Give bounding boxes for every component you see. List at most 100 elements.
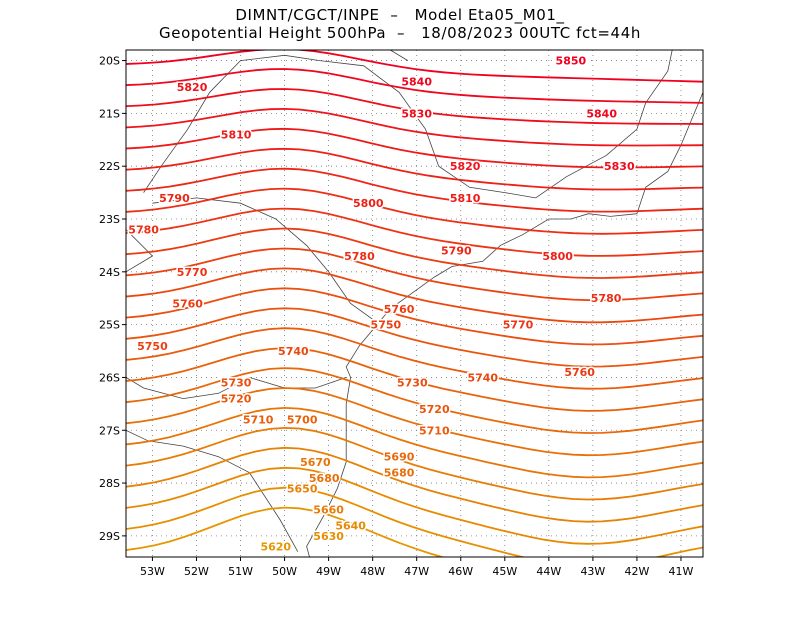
contour-label: 5750 [137,340,168,353]
contour-label: 5620 [260,540,291,553]
contour-label: 5680 [309,472,340,485]
lat-tick-label: 27S [99,424,120,437]
contour-label: 5840 [401,76,432,89]
chart-title-line1: DIMNT/CGCT/INPE – Model Eta05_M01_ [235,6,565,24]
contour-label: 5760 [384,303,415,316]
map-frame [125,49,704,558]
grid-lines [126,50,703,557]
contour-label: 5810 [221,129,252,142]
lat-tick-label: 28S [99,477,120,490]
lon-tick-label: 48W [360,565,385,578]
contour-5670 [126,406,703,479]
contour-5850 [126,50,703,83]
contour-label: 5790 [441,245,472,258]
lon-tick-label: 50W [272,565,297,578]
lon-tick-label: 47W [404,565,429,578]
contour-label: 5660 [313,503,344,516]
lat-tick-label: 26S [99,371,120,384]
contour-5660 [126,426,703,501]
contour-label: 5700 [287,414,318,427]
contour-5830 [126,88,703,125]
lat-tick-label: 20S [99,55,120,68]
contour-label: 5760 [564,366,595,379]
lat-tick-label: 29S [99,530,120,543]
contour-5790 [126,167,703,213]
longitude-axis: 53W 52W 51W 50W 49W 48W 47W 46W 45W 44W 43W 42W 41W [140,557,694,578]
lon-tick-label: 49W [316,565,341,578]
lon-tick-label: 44W [536,565,561,578]
contour-labels: 5850 5840 5840 5830 5830 5820 5820 5810 5810 5800… [127,53,637,555]
contour-5760 [126,227,703,279]
lat-tick-label: 23S [99,213,120,226]
contour-label: 5760 [172,298,203,311]
contour-5770 [126,207,703,257]
contour-5840 [126,68,703,104]
lat-tick-label: 25S [99,319,120,332]
contour-5800 [126,147,703,191]
contour-5690 [126,367,703,434]
contour-label: 5810 [450,192,481,205]
lat-tick-label: 21S [99,107,120,120]
contour-label: 5800 [542,250,573,263]
lon-tick-label: 41W [669,565,694,578]
contour-label: 5710 [243,414,274,427]
contour-label: 5750 [371,319,402,332]
contour-label: 5710 [419,424,450,437]
contour-label: 5730 [221,377,252,390]
contour-label: 5630 [313,530,344,543]
lon-tick-label: 46W [448,565,473,578]
contour-label: 5780 [128,224,159,237]
contour-label: 5830 [401,107,432,120]
contour-label: 5770 [503,319,534,332]
contour-label: 5720 [419,403,450,416]
contour-5740 [126,267,703,324]
lon-tick-label: 42W [624,565,649,578]
lon-tick-label: 43W [580,565,605,578]
contour-label: 5690 [384,451,415,464]
contour-label: 5790 [159,192,190,205]
contour-label: 5820 [450,160,481,173]
contour-label: 5680 [384,467,415,480]
contour-label: 5770 [177,266,208,279]
contour-5720 [126,307,703,368]
contour-lines [126,50,703,557]
contour-5620 [126,506,446,557]
contour-5780 [126,187,703,235]
lon-tick-label: 52W [184,565,209,578]
contour-label: 5780 [591,292,622,305]
contour-label: 5740 [467,371,498,384]
contour-label: 5830 [604,160,635,173]
border-line [126,229,154,273]
lat-tick-label: 24S [99,266,120,279]
lon-tick-label: 53W [140,565,165,578]
lon-tick-label: 51W [228,565,253,578]
contour-5750 [126,247,703,301]
contour-label: 5850 [556,55,587,68]
border-line [645,50,673,104]
contour-5730 [126,287,703,346]
border-line [535,102,647,199]
contour-5630 [126,486,703,557]
contour-5810 [126,127,703,169]
contour-5680 [126,387,703,457]
border-line [306,92,703,557]
contour-label: 5740 [278,345,309,358]
lon-tick-label: 45W [492,565,517,578]
contour-5650 [126,446,703,523]
contour-label: 5640 [335,519,366,532]
contour-5710 [126,327,703,390]
latitude-axis: 20S 21S 22S 23S 24S 25S 26S 27S 28S 29S [99,55,126,543]
contour-label: 5800 [353,197,384,210]
border-line [152,197,373,320]
border-line [143,60,241,193]
contour-label: 5650 [287,482,318,495]
contour-5700 [126,347,703,412]
contour-label: 5720 [221,393,252,406]
contour-5820 [126,107,703,147]
contour-label: 5730 [397,377,428,390]
lat-tick-label: 22S [99,160,120,173]
contour-label: 5840 [586,107,617,120]
contour-label: 5670 [300,456,331,469]
contour-5640 [126,466,703,545]
